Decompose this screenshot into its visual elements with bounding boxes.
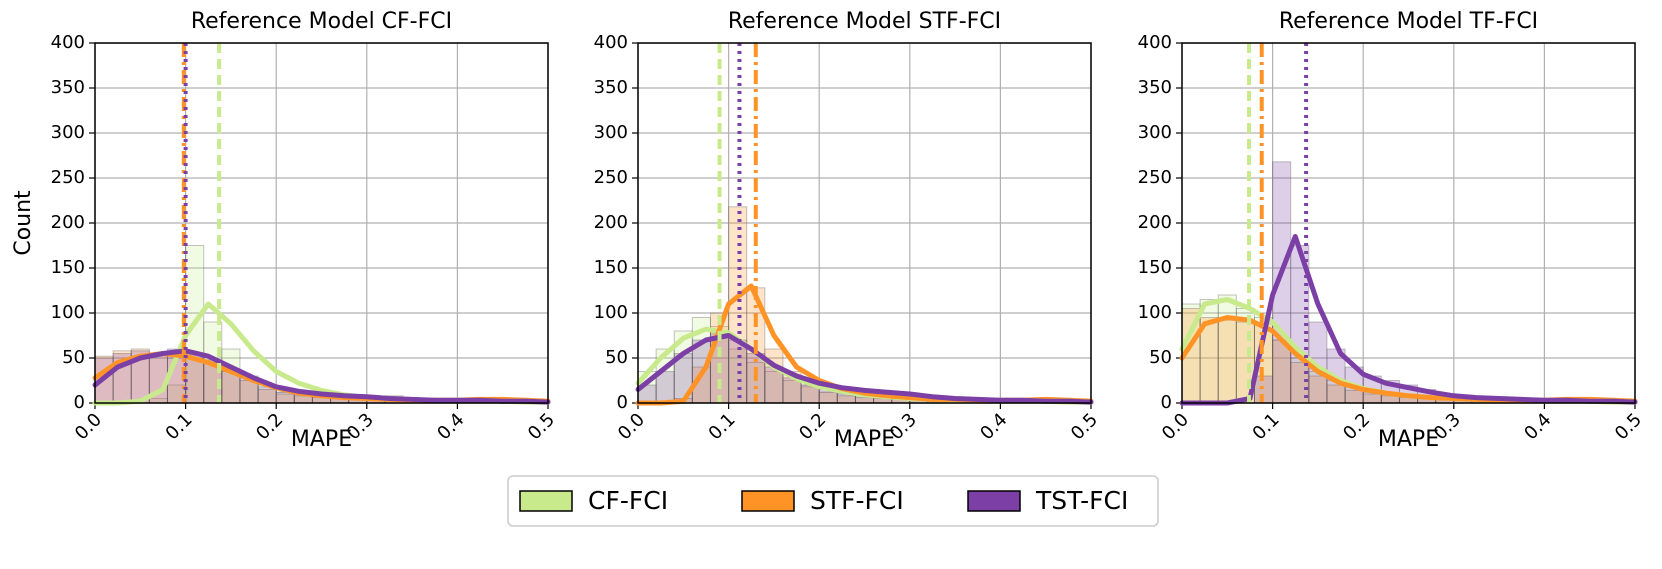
x-axis-label: MAPE (1378, 427, 1439, 452)
y-tick-label: 100 (1138, 302, 1172, 323)
y-tick-label: 150 (51, 257, 85, 278)
y-tick-label: 100 (51, 302, 85, 323)
x-tick-label: 0.1 (1249, 409, 1284, 444)
y-tick-label: 50 (62, 347, 85, 368)
plot-frame (94, 42, 549, 404)
x-tick-label: 0.0 (71, 409, 106, 444)
legend-swatch (741, 490, 795, 512)
y-tick-label: 50 (605, 347, 628, 368)
x-tick-label: 0.4 (1520, 409, 1555, 444)
y-tick-label: 150 (1138, 257, 1172, 278)
y-tick-label: 350 (51, 77, 85, 98)
kde-line (1179, 234, 1638, 406)
y-tick-label: 200 (51, 212, 85, 233)
y-tick-label: 0 (74, 392, 85, 413)
panel-title: Reference Model STF-FCI (728, 9, 1001, 34)
kde-line (92, 348, 551, 405)
x-tick-label: 0.1 (705, 409, 740, 444)
y-tick-label: 350 (594, 77, 628, 98)
plot-frame (637, 42, 1092, 404)
panel-title: Reference Model CF-FCI (191, 9, 452, 34)
y-tick-label: 300 (1138, 122, 1172, 143)
x-tick-label: 0.2 (252, 409, 287, 444)
panel-title: Reference Model TF-FCI (1279, 9, 1538, 34)
y-tick-label: 400 (594, 32, 628, 53)
y-tick-label: 350 (1138, 77, 1172, 98)
x-tick-label: 0.4 (976, 409, 1011, 444)
y-tick-label: 400 (1138, 32, 1172, 53)
x-tick-label: 0.1 (162, 409, 197, 444)
kde-line (635, 333, 1094, 405)
x-tick-label: 0.0 (614, 409, 649, 444)
y-tick-label: 250 (594, 167, 628, 188)
y-tick-label: 200 (1138, 212, 1172, 233)
y-tick-label: 250 (51, 167, 85, 188)
y-tick-label: 300 (594, 122, 628, 143)
y-tick-label: 250 (1138, 167, 1172, 188)
x-tick-label: 0.2 (795, 409, 830, 444)
histogram-bar (1217, 319, 1237, 404)
legend-swatch (967, 490, 1021, 512)
y-tick-label: 100 (594, 302, 628, 323)
y-tick-label: 0 (1161, 392, 1172, 413)
y-tick-label: 150 (594, 257, 628, 278)
legend-label: CF-FCI (588, 486, 668, 515)
x-axis-label: MAPE (834, 427, 895, 452)
histogram-bar (655, 371, 675, 404)
legend-swatch (519, 490, 573, 512)
legend-label: STF-FCI (810, 486, 904, 515)
legend-box (507, 475, 1159, 527)
y-tick-label: 0 (617, 392, 628, 413)
x-tick-label: 0.5 (524, 409, 559, 444)
y-tick-label: 50 (1149, 347, 1172, 368)
x-tick-label: 0.0 (1158, 409, 1193, 444)
y-tick-label: 200 (594, 212, 628, 233)
plot-frame (1181, 42, 1636, 404)
x-tick-label: 0.5 (1611, 409, 1646, 444)
legend-label: TST-FCI (1035, 486, 1128, 515)
x-tick-label: 0.5 (1067, 409, 1102, 444)
x-tick-label: 0.4 (433, 409, 468, 444)
x-axis-label: MAPE (291, 427, 352, 452)
x-tick-label: 0.2 (1339, 409, 1374, 444)
y-tick-label: 300 (51, 122, 85, 143)
y-tick-label: 400 (51, 32, 85, 53)
y-axis-label: Count (11, 190, 36, 256)
